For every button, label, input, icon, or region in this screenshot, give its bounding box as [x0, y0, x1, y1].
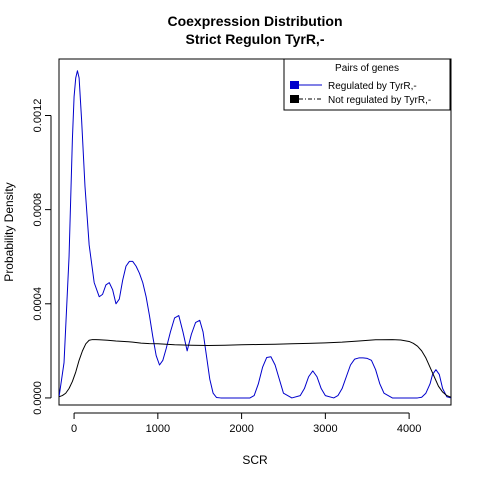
y-tick-label: 0.0004	[32, 287, 44, 321]
legend: Pairs of genes Regulated by TyrR,- Not r…	[283, 58, 451, 111]
x-tick-label: 1000	[146, 423, 170, 435]
legend-entry-regulated: Regulated by TyrR,-	[328, 81, 417, 92]
x-tick-label: 3000	[313, 423, 337, 435]
legend-swatch-regulated	[290, 81, 299, 89]
x-axis: 0 1000 2000 3000 4000	[71, 412, 421, 435]
x-tick-label: 4000	[397, 423, 421, 435]
series-line-not-regulated	[59, 339, 451, 398]
legend-title: Pairs of genes	[335, 63, 399, 74]
plot-area-frame	[58, 58, 452, 406]
plot-area	[59, 70, 451, 399]
y-tick-label: 0.0008	[32, 193, 44, 227]
chart-title: Coexpression Distribution	[167, 13, 342, 29]
x-axis-label: SCR	[242, 453, 268, 467]
y-tick-label: 0.0000	[32, 381, 44, 415]
legend-entry-not-regulated: Not regulated by TyrR,-	[328, 95, 431, 106]
y-axis-label: Probability Density	[2, 182, 16, 281]
legend-swatch-not-regulated	[290, 95, 299, 103]
x-tick-label: 0	[71, 423, 77, 435]
y-axis: 0.0000 0.0004 0.0008 0.0012	[32, 99, 52, 415]
series-line-regulated	[59, 70, 451, 399]
chart-subtitle: Strict Regulon TyrR,-	[186, 31, 325, 47]
y-tick-label: 0.0012	[32, 99, 44, 133]
x-tick-label: 2000	[229, 423, 253, 435]
